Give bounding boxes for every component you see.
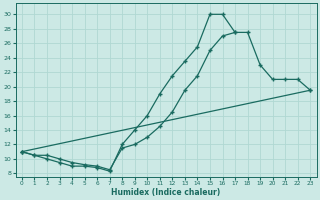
X-axis label: Humidex (Indice chaleur): Humidex (Indice chaleur) (111, 188, 221, 197)
